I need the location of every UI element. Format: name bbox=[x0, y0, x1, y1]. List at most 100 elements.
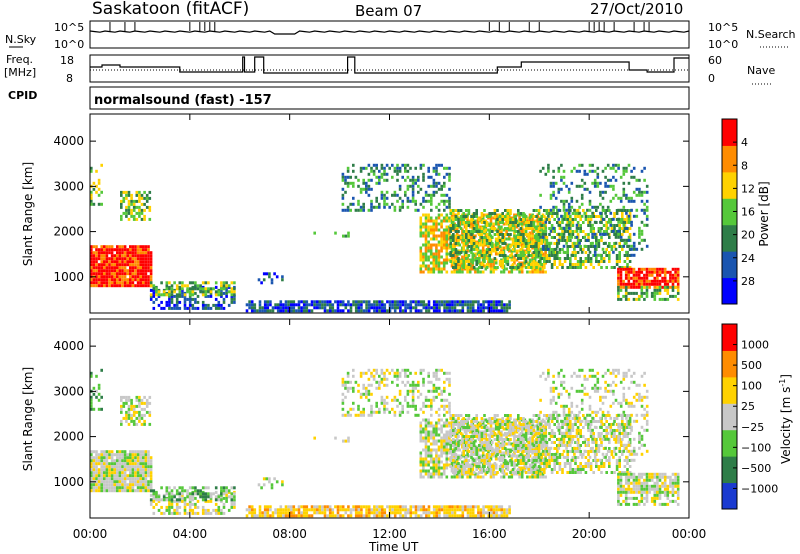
power-cell bbox=[574, 251, 577, 254]
velocity-cell bbox=[424, 460, 428, 464]
power-cell bbox=[346, 208, 350, 212]
power-cell bbox=[650, 267, 654, 271]
power-cell bbox=[136, 248, 140, 252]
power-cell bbox=[571, 245, 575, 248]
power-cell bbox=[596, 253, 600, 257]
power-cell bbox=[500, 300, 504, 304]
power-cell bbox=[494, 252, 498, 256]
power-cell bbox=[165, 287, 169, 291]
velocity-cell bbox=[427, 514, 431, 518]
power-cell bbox=[440, 300, 444, 304]
power-cell bbox=[103, 275, 106, 279]
power-cell bbox=[435, 258, 438, 262]
velocity-cell bbox=[500, 511, 504, 515]
power-cell bbox=[553, 212, 556, 215]
power-cell bbox=[610, 266, 614, 269]
velocity-cell bbox=[188, 486, 192, 490]
velocity-cell bbox=[373, 508, 376, 512]
power-cell bbox=[599, 229, 602, 233]
velocity-cell bbox=[417, 380, 420, 384]
velocity-cell bbox=[140, 407, 144, 411]
velocity-cell bbox=[97, 459, 101, 463]
power-cell bbox=[326, 303, 329, 307]
power-cell bbox=[380, 175, 384, 179]
power-cell bbox=[186, 290, 189, 294]
velocity-cell bbox=[370, 383, 373, 387]
power-cell bbox=[411, 175, 415, 179]
velocity-cell bbox=[300, 505, 303, 509]
velocity-cell bbox=[100, 395, 103, 399]
power-cell bbox=[533, 261, 537, 265]
velocity-cell bbox=[126, 486, 129, 490]
power-cell bbox=[313, 303, 316, 307]
velocity-cell bbox=[262, 477, 266, 481]
velocity-cell bbox=[435, 508, 439, 512]
velocity-cell bbox=[188, 505, 192, 509]
power-cell bbox=[315, 303, 319, 307]
power-cell bbox=[138, 205, 141, 209]
power-cell bbox=[587, 233, 590, 236]
velocity-cell bbox=[201, 492, 205, 496]
velocity-cell bbox=[136, 462, 140, 466]
power-cell bbox=[432, 234, 436, 238]
velocity-cell bbox=[341, 407, 345, 411]
power-cell bbox=[621, 266, 624, 269]
velocity-cell bbox=[147, 471, 150, 475]
power-cell bbox=[147, 251, 150, 255]
velocity-cell bbox=[385, 401, 389, 405]
power-cell bbox=[648, 273, 651, 277]
power-cell bbox=[430, 199, 433, 203]
power-cell bbox=[341, 172, 345, 176]
velocity-cell bbox=[471, 511, 475, 515]
power-cell bbox=[613, 224, 616, 227]
velocity-cell bbox=[435, 424, 438, 428]
power-cell bbox=[341, 309, 345, 313]
power-cell bbox=[625, 250, 628, 254]
power-cell bbox=[367, 193, 371, 197]
velocity-cell bbox=[100, 456, 103, 460]
velocity-cell bbox=[346, 386, 350, 390]
power-cell bbox=[204, 281, 208, 285]
power-cell bbox=[511, 248, 515, 251]
power-cell bbox=[474, 219, 477, 223]
power-cell bbox=[666, 270, 670, 274]
velocity-cell bbox=[378, 383, 381, 387]
velocity-cell bbox=[139, 462, 142, 466]
velocity-cell bbox=[121, 477, 124, 481]
power-cell bbox=[462, 245, 465, 248]
power-cell bbox=[535, 248, 538, 251]
velocity-cell bbox=[129, 483, 132, 487]
power-cell bbox=[138, 214, 141, 218]
velocity-cell bbox=[300, 514, 303, 518]
power-cell bbox=[495, 303, 498, 307]
power-cell bbox=[593, 220, 597, 224]
power-cell bbox=[152, 300, 156, 304]
velocity-cell bbox=[178, 495, 182, 499]
power-cell bbox=[411, 178, 415, 182]
power-cell bbox=[170, 290, 174, 294]
power-cell bbox=[514, 236, 517, 239]
power-cell bbox=[323, 306, 327, 310]
power-cell bbox=[640, 267, 644, 271]
velocity-cell bbox=[367, 514, 371, 518]
power-cell bbox=[147, 254, 150, 258]
power-cell bbox=[493, 257, 497, 260]
power-cell bbox=[118, 278, 122, 282]
velocity-cell bbox=[123, 486, 127, 490]
power-cell bbox=[595, 260, 598, 263]
power-cell bbox=[645, 273, 649, 277]
velocity-cell bbox=[490, 508, 493, 512]
power-cell bbox=[155, 290, 158, 294]
velocity-cell bbox=[181, 493, 184, 497]
power-cell bbox=[380, 196, 384, 200]
power-cell bbox=[113, 266, 116, 270]
velocity-cell bbox=[404, 374, 407, 378]
power-cell bbox=[122, 211, 126, 215]
velocity-cell bbox=[443, 505, 446, 509]
velocity-cell bbox=[432, 436, 436, 440]
power-cell bbox=[103, 254, 106, 258]
power-cell bbox=[435, 234, 438, 238]
velocity-cell bbox=[121, 453, 124, 457]
power-cell bbox=[424, 190, 428, 194]
power-cell bbox=[498, 260, 502, 263]
